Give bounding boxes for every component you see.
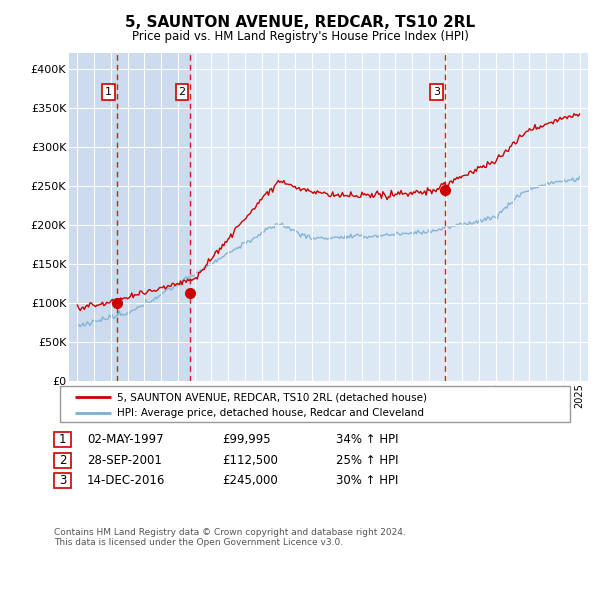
Text: 2: 2 <box>178 87 185 97</box>
Text: Price paid vs. HM Land Registry's House Price Index (HPI): Price paid vs. HM Land Registry's House … <box>131 30 469 43</box>
Text: £99,995: £99,995 <box>222 433 271 446</box>
Text: 25% ↑ HPI: 25% ↑ HPI <box>336 454 398 467</box>
Text: 2: 2 <box>59 454 66 467</box>
Text: 3: 3 <box>433 87 440 97</box>
Text: 02-MAY-1997: 02-MAY-1997 <box>87 433 164 446</box>
Bar <box>69 53 117 381</box>
Text: HPI: Average price, detached house, Redcar and Cleveland: HPI: Average price, detached house, Redc… <box>117 408 424 418</box>
Text: 5, SAUNTON AVENUE, REDCAR, TS10 2RL (detached house): 5, SAUNTON AVENUE, REDCAR, TS10 2RL (det… <box>117 392 427 402</box>
Text: 14-DEC-2016: 14-DEC-2016 <box>87 474 166 487</box>
Text: Contains HM Land Registry data © Crown copyright and database right 2024.
This d: Contains HM Land Registry data © Crown c… <box>54 528 406 548</box>
Text: 5, SAUNTON AVENUE, REDCAR, TS10 2RL: 5, SAUNTON AVENUE, REDCAR, TS10 2RL <box>125 15 475 30</box>
Text: £112,500: £112,500 <box>222 454 278 467</box>
Text: 1: 1 <box>105 87 112 97</box>
Text: 34% ↑ HPI: 34% ↑ HPI <box>336 433 398 446</box>
Text: 30% ↑ HPI: 30% ↑ HPI <box>336 474 398 487</box>
Text: £245,000: £245,000 <box>222 474 278 487</box>
Bar <box>117 53 190 381</box>
Text: 3: 3 <box>59 474 66 487</box>
Text: 28-SEP-2001: 28-SEP-2001 <box>87 454 162 467</box>
Text: 1: 1 <box>59 433 66 446</box>
